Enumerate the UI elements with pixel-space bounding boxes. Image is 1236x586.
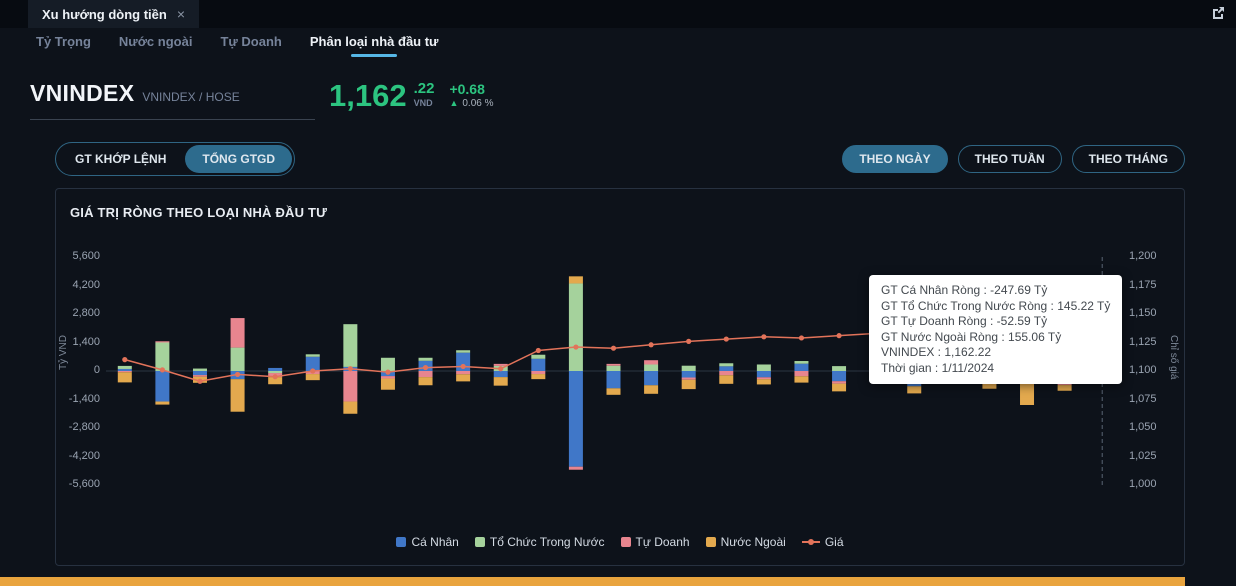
external-link-icon[interactable] bbox=[1210, 5, 1228, 23]
price-change: +0.68 bbox=[449, 81, 485, 97]
price-decimal: .22 bbox=[413, 80, 435, 97]
theo-ngay-button[interactable]: THEO NGÀY bbox=[842, 145, 948, 173]
ticker-symbol: VNINDEX bbox=[30, 80, 135, 106]
axis-tick-label: -4,200 bbox=[68, 449, 100, 462]
nav-tab-phan-loai-nha-dau-tu[interactable]: Phân loại nhà đầu tư bbox=[310, 34, 439, 57]
axis-tick-label: 1,000 bbox=[1129, 478, 1157, 490]
nav-tab-tu-doanh[interactable]: Tự Doanh bbox=[220, 34, 282, 49]
price-block: 1,162 .22 VND +0.68 ▲ 0.06 % bbox=[329, 80, 494, 111]
chart-legend: Cá Nhân Tổ Chức Trong Nước Tự Doanh Nước Ng… bbox=[56, 535, 1184, 549]
axis-tick-label: -2,800 bbox=[68, 421, 100, 433]
legend-item[interactable]: Tổ Chức Trong Nước bbox=[474, 535, 605, 549]
value-type-group: GT KHỚP LỆNH TỔNG GTGD bbox=[55, 142, 296, 176]
legend-swatch-icon bbox=[705, 537, 716, 547]
tooltip-line: Thời gian : 1/11/2024 bbox=[881, 360, 995, 375]
currency-label: VND bbox=[413, 97, 433, 108]
right-axis-label: Chỉ số giá bbox=[1168, 335, 1179, 380]
axis-tick-label: 2,800 bbox=[72, 307, 100, 319]
nav-tab-ty-trong[interactable]: Tỷ Trọng bbox=[36, 34, 91, 49]
axis-tick-label: 1,075 bbox=[1129, 392, 1157, 405]
right-axis-ticks: 1,200 1,175 1,150 1,125 1,100 1,075 1,050 1,025… bbox=[1129, 189, 1181, 565]
legend-swatch-icon bbox=[474, 537, 485, 547]
axis-tick-label: 1,200 bbox=[1129, 250, 1157, 262]
up-arrow-icon: ▲ bbox=[449, 98, 459, 109]
bottom-accent-bar bbox=[0, 577, 1185, 586]
close-icon[interactable]: × bbox=[176, 6, 185, 22]
legend-swatch-icon bbox=[396, 537, 407, 547]
legend-label: Tự Doanh bbox=[635, 535, 690, 549]
window-tab-bar: Xu hướng dòng tiền × bbox=[0, 0, 1236, 28]
price-value: 1,162 bbox=[329, 78, 407, 113]
chart-title: GIÁ TRỊ RÒNG THEO LOẠI NHÀ ĐẦU TƯ bbox=[70, 205, 328, 220]
gt-khop-lenh-button[interactable]: GT KHỚP LỆNH bbox=[58, 145, 183, 173]
axis-tick-label: 1,400 bbox=[72, 335, 100, 348]
axis-tick-label: 1,125 bbox=[1129, 335, 1157, 348]
legend-label: Giá bbox=[824, 535, 844, 549]
tab-money-flow-trend[interactable]: Xu hướng dòng tiền × bbox=[28, 0, 199, 28]
left-axis-ticks: 5,600 4,200 2,800 1,400 0 -1,400 -2,800 -4,200 -… bbox=[56, 189, 100, 565]
theo-tuan-button[interactable]: THEO TUẦN bbox=[957, 145, 1062, 173]
axis-tick-label: 0 bbox=[93, 364, 100, 376]
nav-tabs: Tỷ Trọng Nước ngoài Tự Doanh Phân loại n… bbox=[0, 28, 1236, 60]
chart-tooltip: GT Cá Nhân Ròng : -247.69 Tỷ GT Tổ Chức … bbox=[869, 275, 1123, 384]
chart-toolbar: GT KHỚP LỆNH TỔNG GTGD THEO NGÀY THEO TU… bbox=[0, 142, 1236, 176]
tooltip-line: GT Tổ Chức Trong Nước Ròng : 145.22 Tỷ bbox=[881, 298, 1111, 313]
theo-thang-button[interactable]: THEO THÁNG bbox=[1071, 145, 1185, 173]
axis-tick-label: 1,050 bbox=[1129, 421, 1157, 433]
tooltip-line: VNINDEX : 1,162.22 bbox=[881, 345, 992, 359]
legend-item[interactable]: Nước Ngoài bbox=[705, 535, 786, 549]
axis-tick-label: 5,600 bbox=[72, 250, 100, 262]
legend-item[interactable]: Tự Doanh bbox=[620, 535, 690, 549]
axis-tick-label: -1,400 bbox=[68, 392, 100, 405]
tooltip-line: GT Nước Ngoài Ròng : 155.06 Tỷ bbox=[881, 329, 1062, 344]
period-group: THEO NGÀY THEO TUẦN THEO THÁNG bbox=[842, 145, 1185, 173]
symbol-block: VNINDEX VNINDEX / HOSE bbox=[30, 80, 315, 120]
ticker-header: VNINDEX VNINDEX / HOSE 1,162 .22 VND +0.… bbox=[0, 80, 1236, 120]
axis-tick-label: 1,025 bbox=[1129, 449, 1157, 462]
ticker-exchange: VNINDEX / HOSE bbox=[142, 90, 240, 104]
legend-label: Tổ Chức Trong Nước bbox=[489, 535, 605, 549]
axis-tick-label: 1,100 bbox=[1129, 364, 1157, 376]
legend-line-marker-icon bbox=[801, 539, 820, 545]
investor-net-value-panel: GIÁ TRỊ RÒNG THEO LOẠI NHÀ ĐẦU TƯ Tỷ VND… bbox=[55, 188, 1185, 566]
axis-tick-label: 1,150 bbox=[1129, 307, 1157, 319]
axis-tick-label: 4,200 bbox=[72, 278, 100, 291]
tab-title: Xu hướng dòng tiền bbox=[42, 6, 167, 22]
legend-label: Nước Ngoài bbox=[720, 535, 786, 549]
price-change-percent: 0.06 % bbox=[462, 97, 494, 109]
axis-tick-label: -5,600 bbox=[68, 478, 100, 490]
legend-line-dot-icon bbox=[807, 539, 814, 545]
tooltip-line: GT Cá Nhân Ròng : -247.69 Tỷ bbox=[881, 283, 1048, 297]
legend-item[interactable]: Giá bbox=[801, 535, 844, 549]
axis-tick-label: 1,175 bbox=[1129, 278, 1157, 291]
legend-item[interactable]: Cá Nhân bbox=[396, 535, 459, 549]
tooltip-line: GT Tự Doanh Ròng : -52.59 Tỷ bbox=[881, 314, 1048, 328]
tong-gtgd-button[interactable]: TỔNG GTGD bbox=[185, 145, 293, 173]
legend-swatch-icon bbox=[620, 537, 631, 547]
legend-label: Cá Nhân bbox=[411, 535, 459, 549]
nav-tab-nuoc-ngoai[interactable]: Nước ngoài bbox=[118, 34, 193, 49]
